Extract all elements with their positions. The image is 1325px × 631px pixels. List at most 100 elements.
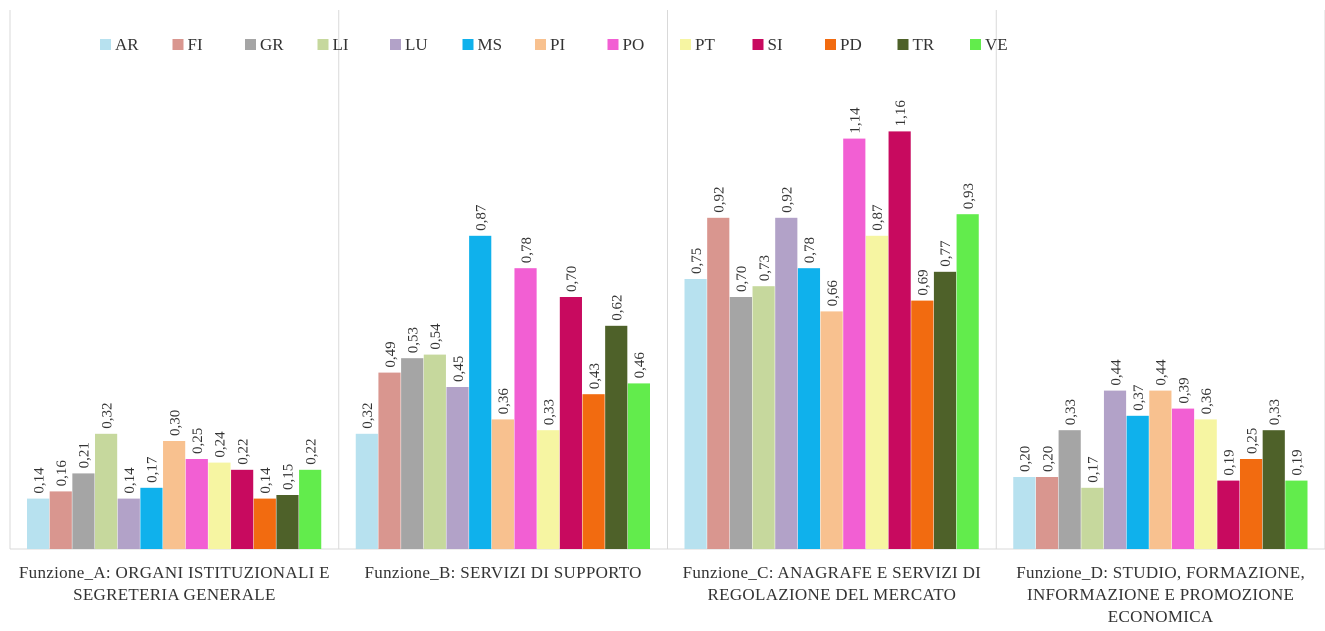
value-label: 0,25 <box>1244 428 1260 454</box>
bar <box>185 459 208 549</box>
value-label: 0,33 <box>541 399 557 425</box>
bar <box>911 300 934 549</box>
value-label: 0,39 <box>1176 377 1192 403</box>
legend-label: LI <box>333 35 349 54</box>
value-label: 0,16 <box>54 460 70 487</box>
value-label: 0,21 <box>77 442 93 468</box>
bar <box>163 441 186 549</box>
legend-swatch <box>172 39 184 50</box>
value-label: 0,49 <box>383 341 399 367</box>
value-label: 0,54 <box>428 323 444 350</box>
value-label: 0,44 <box>1154 359 1170 386</box>
legend-swatch <box>317 39 329 50</box>
bar <box>537 430 560 549</box>
bar <box>1194 419 1217 549</box>
bar <box>117 498 140 549</box>
value-label: 0,24 <box>213 431 229 458</box>
value-label: 0,92 <box>712 187 728 213</box>
value-label: 1,14 <box>848 107 864 134</box>
bar <box>355 433 378 549</box>
legend-label: GR <box>260 35 284 54</box>
bar <box>1035 477 1059 549</box>
category-label: Funzione_C: ANAGRAFE E SERVIZI DI REGOLA… <box>682 563 982 604</box>
value-label: 0,62 <box>609 295 625 321</box>
bar <box>1171 408 1195 549</box>
bar <box>208 462 231 549</box>
value-label: 0,70 <box>734 266 750 292</box>
value-label: 1,16 <box>893 100 909 127</box>
legend-swatch <box>680 39 691 50</box>
value-label: 0,92 <box>780 187 796 213</box>
value-label: 0,20 <box>1018 446 1034 472</box>
value-label: 0,30 <box>167 410 183 436</box>
legend-label: TR <box>913 35 935 54</box>
bar <box>469 235 492 550</box>
legend-swatch <box>100 39 111 50</box>
legend-swatch <box>607 39 619 50</box>
bar <box>1217 480 1240 549</box>
value-label: 0,22 <box>303 439 319 465</box>
bar <box>933 271 957 549</box>
bar <box>27 498 50 549</box>
value-label: 0,33 <box>1063 399 1079 425</box>
bar <box>684 279 707 549</box>
value-label: 0,14 <box>258 467 274 494</box>
legend-label: PO <box>623 35 645 54</box>
bar <box>514 268 537 549</box>
bar <box>956 214 979 549</box>
bar <box>820 311 843 549</box>
value-label: 0,78 <box>802 237 818 263</box>
category-label: Funzione_B: SERVIZI DI SUPPORTO <box>364 563 642 582</box>
bar <box>299 469 322 549</box>
bar <box>1058 430 1081 549</box>
bar <box>423 354 446 549</box>
value-label: 0,37 <box>1131 384 1147 411</box>
bar <box>582 394 605 549</box>
category-label: Funzione_D: STUDIO, FORMAZIONE, INFORMAZ… <box>1016 563 1306 626</box>
value-label: 0,44 <box>1108 359 1124 386</box>
legend-swatch <box>825 39 836 50</box>
value-label: 0,33 <box>1267 399 1283 425</box>
value-label: 0,36 <box>1199 388 1215 415</box>
value-label: 0,69 <box>916 269 932 295</box>
legend-swatch <box>752 39 764 50</box>
value-label: 0,20 <box>1040 446 1056 472</box>
legend-label: FI <box>188 35 203 54</box>
legend-label: LU <box>405 35 428 54</box>
bar <box>888 131 911 549</box>
legend-label: PI <box>550 35 565 54</box>
value-label: 0,66 <box>825 280 841 307</box>
value-label: 0,14 <box>122 467 138 494</box>
value-label: 0,19 <box>1222 449 1238 475</box>
bar <box>140 487 163 549</box>
value-label: 0,45 <box>451 356 467 382</box>
bar <box>1103 390 1127 549</box>
bar <box>707 217 730 550</box>
value-label: 0,32 <box>360 403 376 429</box>
bar <box>752 286 775 549</box>
value-label: 0,25 <box>190 428 206 454</box>
value-label: 0,73 <box>757 255 773 281</box>
bar <box>605 325 628 549</box>
bar <box>231 469 254 549</box>
value-label: 0,19 <box>1290 449 1306 475</box>
bar <box>843 138 866 549</box>
bar <box>401 358 424 549</box>
value-label: 0,17 <box>1086 456 1102 483</box>
legend-label: AR <box>115 35 139 54</box>
legend-swatch <box>462 39 474 50</box>
bar <box>797 268 821 549</box>
value-label: 0,32 <box>99 403 115 429</box>
bar <box>1126 415 1149 549</box>
bar <box>491 419 514 549</box>
bar <box>1262 430 1285 549</box>
legend-swatch <box>245 39 256 50</box>
value-label: 0,15 <box>281 464 297 490</box>
bar <box>1081 487 1104 549</box>
value-label: 0,17 <box>145 456 161 483</box>
value-label: 0,93 <box>961 183 977 209</box>
bar <box>253 498 276 549</box>
legend-swatch <box>390 39 401 50</box>
value-label: 0,22 <box>235 439 251 465</box>
